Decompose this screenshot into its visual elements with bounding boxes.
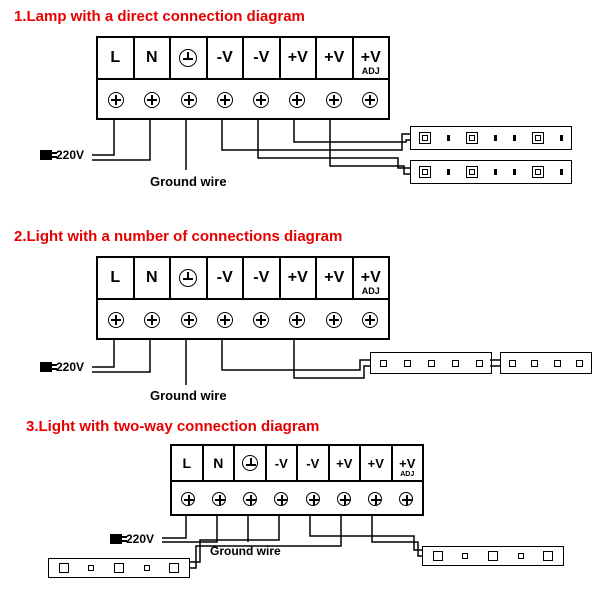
plug-icon	[110, 534, 122, 544]
voltage-label-1: 220V	[56, 148, 84, 162]
terminal-pos-v: +V	[317, 38, 354, 78]
terminal-block-2: L N -V -V +V +V +VADJ	[96, 256, 390, 340]
terminal-block-3: L N -V -V +V +V +VADJ	[170, 444, 424, 516]
terminal-block-1: L N -V -V +V +V +VADJ	[96, 36, 390, 120]
screw-icon	[217, 92, 233, 108]
led-strip-1a	[410, 126, 572, 150]
screw-icon	[253, 92, 269, 108]
led-strip-3b	[422, 546, 564, 566]
plug-icon	[40, 150, 52, 160]
led-strip-2a	[370, 352, 492, 374]
screw-icon	[144, 92, 160, 108]
section-2-title: 2.Light with a number of connections dia…	[14, 228, 342, 245]
screw-icon	[108, 92, 124, 108]
terminal-ground	[171, 38, 208, 78]
led-strip-2b	[500, 352, 592, 374]
terminal-N: N	[135, 38, 172, 78]
plug-icon	[40, 362, 52, 372]
screw-icon	[289, 92, 305, 108]
terminal-neg-v: -V	[244, 38, 281, 78]
voltage-label-3: 220V	[126, 532, 154, 546]
terminal-pos-v: +V	[281, 38, 318, 78]
terminal-neg-v: -V	[208, 38, 245, 78]
section-1-title: 1.Lamp with a direct connection diagram	[14, 8, 305, 25]
ground-wire-label-2: Ground wire	[150, 388, 227, 403]
terminal-L: L	[98, 38, 135, 78]
screw-icon	[326, 92, 342, 108]
led-strip-3a	[48, 558, 190, 578]
screw-icon	[362, 92, 378, 108]
screw-icon	[181, 92, 197, 108]
terminal-pos-v-adj: +VADJ	[354, 38, 389, 78]
ground-wire-label-3: Ground wire	[210, 544, 281, 558]
ground-wire-label-1: Ground wire	[150, 174, 227, 189]
voltage-label-2: 220V	[56, 360, 84, 374]
led-strip-1b	[410, 160, 572, 184]
ground-icon	[179, 49, 197, 67]
section-3-title: 3.Light with two-way connection diagram	[26, 418, 319, 435]
